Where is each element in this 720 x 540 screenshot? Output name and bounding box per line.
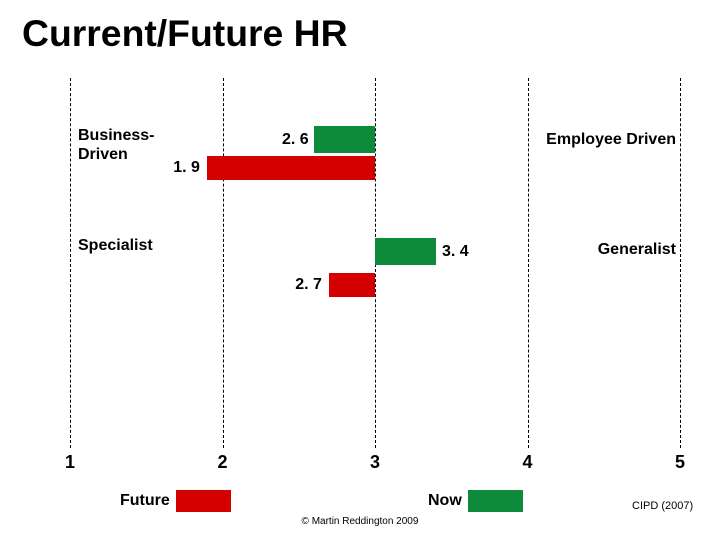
page-title: Current/Future HR	[22, 12, 348, 55]
gridline	[70, 78, 71, 448]
bar-now	[375, 238, 436, 265]
footer-copyright: © Martin Reddington 2009	[0, 516, 720, 527]
row-left-label: Business-Driven	[78, 126, 154, 164]
bar-now-value: 3. 4	[442, 242, 469, 261]
legend-swatch	[468, 490, 523, 512]
bar-now-value: 2. 6	[282, 130, 309, 149]
axis-tick-label: 5	[670, 452, 690, 473]
citation: CIPD (2007)	[632, 500, 693, 512]
legend-swatch	[176, 490, 231, 512]
gridline	[528, 78, 529, 448]
axis-tick-label: 3	[365, 452, 385, 473]
gridline	[223, 78, 224, 448]
legend-item: Future	[120, 490, 231, 512]
gridline	[680, 78, 681, 448]
bar-now	[314, 126, 375, 153]
bar-future-value: 2. 7	[295, 275, 322, 294]
bar-future	[207, 156, 375, 180]
row-right-label: Generalist	[598, 240, 676, 259]
axis-tick-label: 1	[60, 452, 80, 473]
legend-label: Future	[120, 492, 170, 510]
row-right-label: Employee Driven	[546, 130, 676, 149]
axis-tick-label: 4	[518, 452, 538, 473]
axis-tick-label: 2	[213, 452, 233, 473]
legend-label: Now	[428, 492, 462, 510]
legend-item: Now	[428, 490, 523, 512]
bar-future-value: 1. 9	[173, 158, 200, 177]
chart-area: 2. 6 1. 9 Business-Driven Employee Driven 3.…	[70, 78, 680, 448]
bar-future	[329, 273, 375, 297]
row-left-label: Specialist	[78, 236, 153, 255]
